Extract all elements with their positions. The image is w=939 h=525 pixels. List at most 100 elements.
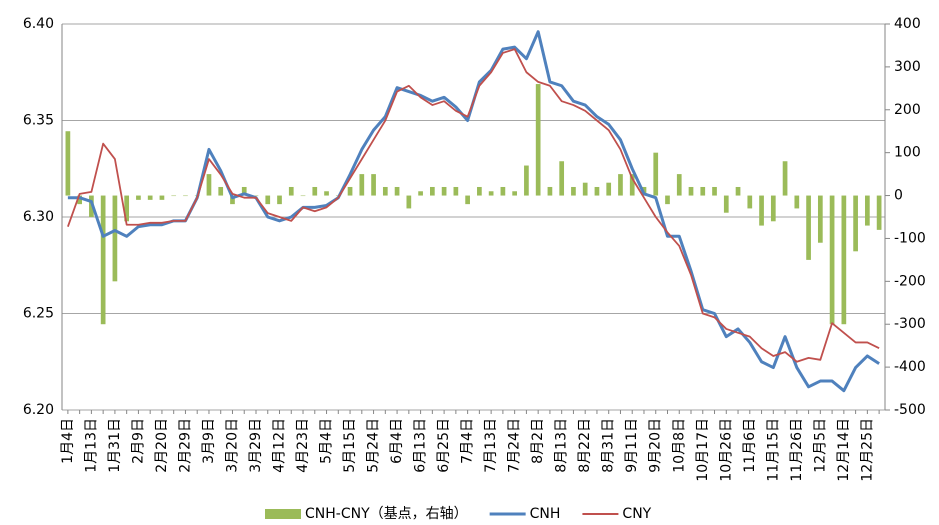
bar — [876, 195, 882, 230]
bar — [277, 195, 282, 205]
bar — [653, 152, 659, 196]
bar — [65, 131, 71, 196]
bar — [382, 186, 388, 196]
x-tick-label: 2月20日 — [154, 418, 170, 473]
bar — [524, 165, 529, 196]
bar — [512, 191, 518, 196]
x-tick-label: 2月29日 — [177, 418, 193, 473]
bar — [559, 161, 565, 196]
x-tick-label: 6月4日 — [389, 418, 405, 464]
bar — [770, 195, 776, 222]
bar — [841, 195, 847, 325]
bar — [124, 195, 130, 222]
bar — [618, 174, 623, 196]
x-tick-label: 4月12日 — [272, 418, 288, 473]
x-tick-label: 3月9日 — [201, 418, 217, 464]
bar — [441, 186, 447, 196]
y-tick-label: 6.25 — [23, 306, 54, 322]
bar — [159, 195, 165, 200]
x-tick-label: 1月13日 — [83, 418, 99, 473]
bar — [582, 182, 588, 196]
y2-tick-label: -500 — [894, 402, 926, 418]
bar — [606, 182, 612, 196]
y-tick-label: 6.20 — [23, 402, 54, 418]
bar — [347, 186, 353, 196]
bar — [418, 191, 423, 196]
legend-label: CNH-CNY（基点，右轴） — [305, 505, 468, 522]
x-tick-label: 11月6日 — [742, 418, 758, 473]
bar — [300, 195, 306, 197]
x-tick-label: 10月26日 — [718, 418, 734, 482]
bar — [100, 195, 106, 325]
bar — [324, 191, 329, 196]
bar — [265, 195, 271, 205]
line-series — [67, 48, 880, 363]
y2-tick-label: -300 — [894, 316, 926, 332]
bar — [218, 186, 224, 196]
x-tick-label: 2月9日 — [130, 418, 146, 464]
bar — [241, 186, 247, 196]
bar — [312, 186, 318, 196]
x-tick-label: 11月26日 — [789, 418, 805, 482]
x-tick-label: 12月5日 — [812, 418, 828, 473]
bar — [394, 186, 400, 196]
bar — [465, 195, 470, 205]
bar — [665, 195, 670, 205]
bar — [535, 84, 541, 196]
bar — [547, 186, 553, 196]
y2-tick-label: 400 — [894, 16, 921, 32]
x-tick-label: 5月15日 — [342, 418, 358, 473]
bar — [359, 174, 365, 196]
legend-label: CNH — [530, 506, 561, 522]
x-tick-label: 6月13日 — [413, 418, 429, 473]
bar — [136, 195, 141, 200]
y2-tick-label: 200 — [894, 102, 921, 118]
y-tick-label: 6.30 — [23, 209, 54, 225]
bar — [676, 174, 682, 196]
x-tick-label: 9月11日 — [624, 418, 640, 473]
bar — [571, 186, 576, 196]
x-tick-label: 6月25日 — [436, 418, 452, 473]
bar — [747, 195, 753, 209]
y-tick-label: 6.35 — [23, 113, 54, 129]
bar — [794, 195, 800, 209]
x-tick-label: 11月15日 — [765, 418, 781, 482]
bar — [500, 186, 506, 196]
x-tick-label: 9月20日 — [648, 418, 664, 473]
x-tick-label: 8月2日 — [530, 418, 546, 464]
y2-tick-label: 0 — [894, 188, 903, 204]
y2-tick-label: -200 — [894, 273, 926, 289]
bar — [488, 191, 494, 196]
bar — [865, 195, 870, 226]
x-tick-label: 10月8日 — [671, 418, 687, 473]
x-tick-label: 7月13日 — [483, 418, 499, 473]
x-tick-label: 7月24日 — [507, 418, 523, 473]
bar — [147, 195, 153, 200]
bar — [230, 195, 235, 205]
bar — [112, 195, 118, 282]
bar — [853, 195, 858, 252]
bar — [406, 195, 412, 209]
x-tick-label: 8月13日 — [554, 418, 570, 473]
bar — [712, 186, 717, 196]
bar — [288, 186, 294, 196]
bar — [735, 186, 741, 196]
y2-tick-label: 100 — [894, 145, 921, 161]
bar — [183, 195, 188, 197]
y-tick-label: 6.40 — [23, 16, 54, 32]
bar — [77, 195, 82, 205]
y2-tick-label: -100 — [894, 230, 926, 246]
x-tick-label: 5月4日 — [319, 418, 335, 464]
bar — [429, 186, 435, 196]
x-tick-label: 3月20日 — [224, 418, 240, 473]
legend-label: CNY — [622, 506, 651, 522]
bar — [253, 195, 259, 197]
y2-tick-label: -400 — [894, 359, 926, 375]
bar — [89, 195, 94, 217]
bar — [453, 186, 459, 196]
bar — [817, 195, 823, 243]
bar — [688, 186, 694, 196]
bar — [171, 195, 177, 197]
